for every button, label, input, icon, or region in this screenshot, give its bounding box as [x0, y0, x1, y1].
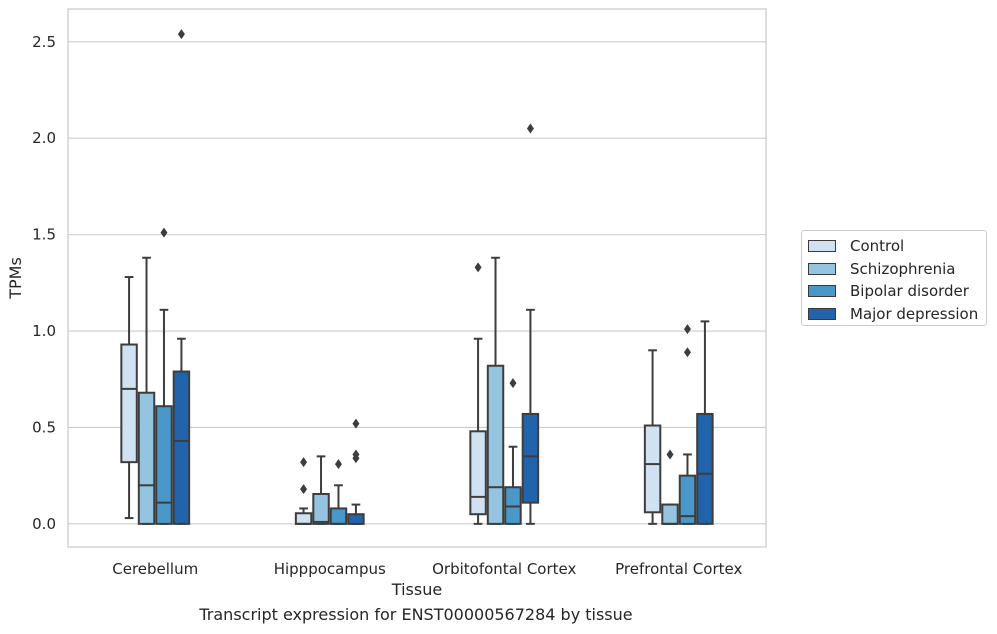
x-tick-label: Cerebellum — [112, 560, 198, 578]
legend-item: Control — [808, 235, 986, 258]
legend-label: Bipolar disorder — [850, 282, 969, 301]
box-control — [294, 512, 313, 525]
y-tick-label: 1.5 — [32, 226, 56, 244]
outlier-point — [352, 449, 360, 460]
outlier-point — [334, 459, 342, 470]
x-axis-label: Tissue — [391, 580, 442, 599]
box-schizophrenia — [137, 391, 156, 525]
y-axis-label: TPMs — [6, 257, 25, 300]
outlier-point — [666, 449, 674, 460]
outlier-point — [177, 29, 185, 40]
y-tick-label: 2.5 — [32, 33, 56, 51]
outlier-point — [474, 262, 482, 273]
y-tick-label: 1.0 — [32, 322, 56, 340]
legend-swatch — [808, 307, 836, 320]
box-control — [469, 430, 487, 516]
legend-item: Bipolar disorder — [808, 280, 986, 303]
outlier-point — [526, 123, 534, 134]
chart-legend: Control Schizophrenia Bipolar disorder Majo… — [801, 230, 987, 326]
outlier-point — [160, 227, 168, 238]
box-control — [120, 343, 138, 464]
legend-item: Major depression — [808, 303, 986, 326]
box-major-depression — [696, 412, 714, 525]
outlier-point — [300, 457, 308, 468]
outlier-point — [509, 378, 517, 389]
x-tick-label: Orbitofontal Cortex — [432, 560, 576, 578]
box-schizophrenia — [312, 492, 330, 525]
y-tick-label: 0.0 — [32, 515, 56, 533]
box-schizophrenia — [661, 503, 679, 525]
legend-swatch — [808, 240, 836, 253]
box-schizophrenia — [486, 364, 505, 525]
box-bipolar-disorder — [678, 474, 697, 525]
outlier-point — [300, 484, 308, 495]
outlier-point — [683, 347, 691, 358]
box-major-depression — [172, 370, 191, 525]
x-tick-label: Prefrontal Cortex — [615, 560, 742, 578]
plot-frame — [67, 8, 767, 548]
legend-label: Schizophrenia — [850, 259, 956, 278]
x-tick-label: Hipppocampus — [274, 560, 386, 578]
outlier-point — [683, 324, 691, 335]
outlier-point — [352, 418, 360, 429]
box-major-depression — [347, 513, 365, 525]
box-bipolar-disorder — [155, 405, 173, 525]
legend-swatch — [808, 285, 836, 298]
box-major-depression — [521, 412, 540, 504]
y-tick-label: 0.5 — [32, 418, 56, 436]
legend-item: Schizophrenia — [808, 258, 986, 281]
legend-swatch — [808, 262, 836, 275]
box-control — [643, 424, 662, 514]
legend-label: Control — [850, 237, 905, 256]
legend-label: Major depression — [850, 304, 979, 323]
y-tick-label: 2.0 — [32, 129, 56, 147]
box-bipolar-disorder — [329, 507, 348, 525]
figure-caption: Transcript expression for ENST0000056728… — [199, 605, 633, 624]
